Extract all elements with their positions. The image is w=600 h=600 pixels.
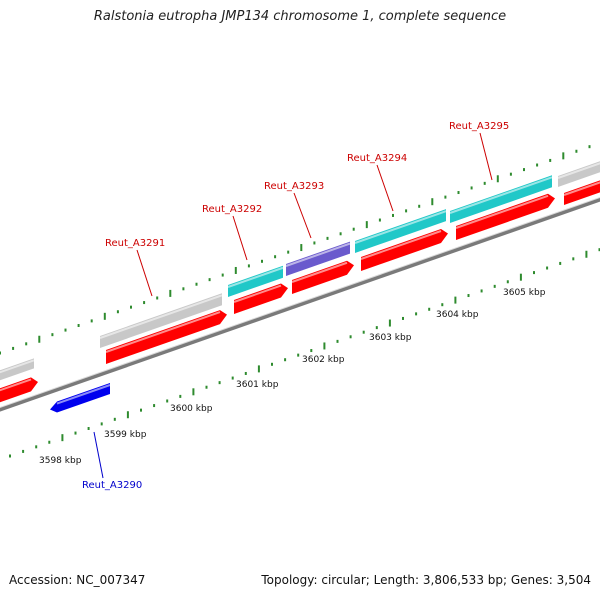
gene-label[interactable]: Reut_A3291 <box>105 238 165 249</box>
gene-label-leader <box>479 132 493 181</box>
gene-label-leader <box>136 249 153 297</box>
gene-label[interactable]: Reut_A3294 <box>347 153 407 164</box>
cds-bar-reut-a3293-highlight <box>291 261 348 283</box>
cds-bar-right-edge-highlight <box>563 181 600 196</box>
gene-label-leader <box>93 431 104 479</box>
gene-bar-reut-a3295-highlight <box>449 176 553 214</box>
cds-bar-reut-a3292[interactable] <box>234 283 288 314</box>
cds-bar-reut-a3295[interactable] <box>456 193 555 240</box>
gene-label-leader <box>293 192 312 239</box>
gene-bar-reut-a3293-highlight <box>285 242 351 267</box>
gene-bar-reut-a3290-highlight <box>56 384 111 405</box>
cds-bar-reut-a3291-highlight <box>105 311 221 353</box>
cds-bar-reut-a3292-highlight <box>233 284 282 303</box>
gene-label-leader <box>376 164 394 212</box>
tick-label: 3602 kbp <box>302 355 345 365</box>
gene-bar-reut-a3291-highlight <box>99 294 223 339</box>
topology-summary-text: Topology: circular; Length: 3,806,533 bp… <box>261 573 591 587</box>
gene-label[interactable]: Reut_A3295 <box>449 121 509 132</box>
tick-label: 3605 kbp <box>503 288 546 298</box>
gene-label[interactable]: Reut_A3290 <box>82 480 142 491</box>
tick-label: 3601 kbp <box>236 380 279 390</box>
cds-bar-reut-a3291[interactable] <box>106 310 227 364</box>
tick-label: 3604 kbp <box>436 310 479 320</box>
gene-label[interactable]: Reut_A3292 <box>202 204 262 215</box>
gene-bar-left-edge-highlight <box>0 359 35 374</box>
cds-bar-reut-a3293[interactable] <box>292 260 354 294</box>
gene-label-leader <box>232 215 248 261</box>
cds-bar-reut-a3295-highlight <box>455 194 549 229</box>
chromosome-backbone-highlight <box>0 196 600 409</box>
gene-labels: Reut_A3290 Reut_A3291 Reut_A3292 Reut_A3293… <box>82 121 509 491</box>
cds-bar-left-edge-highlight <box>0 378 32 392</box>
outer-tick-row <box>0 145 591 355</box>
accession-text: Accession: NC_007347 <box>9 573 146 587</box>
gene-bar-right-edge-highlight <box>557 162 600 179</box>
cds-bar-left-edge[interactable] <box>0 377 38 404</box>
cds-bar-reut-a3294-highlight <box>360 230 442 260</box>
tick-label: 3600 kbp <box>170 404 213 414</box>
cds-bar-reut-a3294[interactable] <box>361 229 448 271</box>
chromosome-backbone <box>0 197 600 412</box>
tick-label: 3603 kbp <box>369 333 412 343</box>
inner-tick-row <box>9 248 600 458</box>
gene-features <box>0 161 600 413</box>
map-title: Ralstonia eutropha JMP134 chromosome 1, … <box>93 9 507 24</box>
tick-labels: 3598 kbp 3599 kbp 3600 kbp 3601 kbp 3602 kbp… <box>39 288 546 466</box>
gene-bar-reut-a3294-highlight <box>354 210 447 244</box>
gene-bar-reut-a3292-highlight <box>227 266 284 288</box>
gene-label[interactable]: Reut_A3293 <box>264 181 324 192</box>
tick-label: 3599 kbp <box>104 430 147 440</box>
tick-label: 3598 kbp <box>39 456 82 466</box>
